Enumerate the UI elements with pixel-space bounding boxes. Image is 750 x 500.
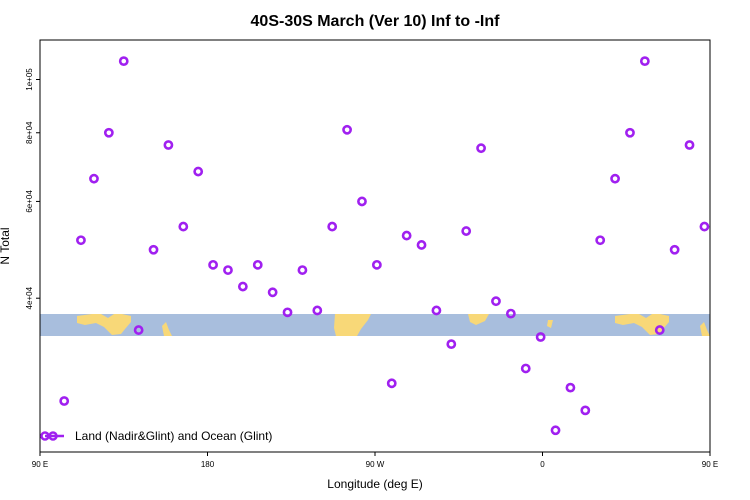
land-south-america (334, 314, 371, 336)
chart-title: 40S-30S March (Ver 10) Inf to -Inf (251, 13, 501, 30)
data-point (118, 56, 129, 67)
x-tick-label: 90 E (32, 460, 48, 469)
data-point (163, 140, 174, 150)
y-tick-label: 6e+04 (25, 190, 34, 213)
data-point (401, 230, 412, 241)
data-point (193, 166, 204, 177)
x-tick-label: 180 (201, 460, 215, 469)
data-point (59, 396, 70, 406)
data-point (357, 196, 367, 207)
data-point (371, 259, 382, 270)
data-point (550, 425, 561, 436)
data-point (208, 259, 218, 270)
data-point (252, 259, 263, 270)
data-point (282, 307, 293, 318)
data-point (699, 221, 710, 232)
y-axis-label: N Total (0, 227, 12, 264)
data-point (476, 143, 486, 154)
data-point (520, 363, 531, 374)
data-point (76, 235, 86, 246)
land-new-zealand-repeat (700, 322, 710, 336)
data-point (223, 265, 233, 275)
legend-marker-right (48, 431, 58, 441)
ocean-band (40, 314, 710, 336)
data-point (297, 265, 308, 275)
data-point (639, 56, 650, 67)
data-point (237, 281, 248, 292)
data-point (312, 305, 323, 316)
x-tick-label: 90 E (702, 460, 718, 469)
land-africa (468, 314, 489, 325)
data-point (505, 308, 516, 319)
data-point (133, 325, 144, 335)
land-australia (77, 314, 131, 335)
legend: Land (Nadir&Glint) and Ocean (Glint) (40, 429, 272, 443)
x-tick-label: 0 (540, 460, 545, 469)
data-point (461, 226, 472, 236)
data-point (610, 173, 620, 184)
data-point (580, 405, 591, 416)
plot-frame (39, 39, 711, 453)
data-point (416, 240, 427, 250)
land-madagascar (547, 320, 553, 328)
x-axis-label: Longitude (deg E) (327, 477, 422, 491)
data-point (625, 127, 635, 138)
data-point (327, 221, 338, 232)
x-axis: 90 E 180 90 W 0 90 E (32, 452, 718, 469)
y-tick-label: 4e+04 (25, 286, 34, 309)
legend-label: Land (Nadir&Glint) and Ocean (Glint) (75, 429, 272, 443)
data-point (565, 382, 576, 393)
data-point (386, 378, 397, 389)
data-point (148, 244, 159, 255)
data-point (267, 287, 278, 298)
data-point (684, 140, 695, 150)
series-points (59, 56, 710, 436)
data-point (446, 339, 457, 350)
data-point (342, 124, 352, 135)
y-tick-label: 8e+04 (25, 121, 34, 144)
data-point (595, 235, 606, 246)
x-tick-label: 90 W (366, 460, 385, 469)
land-new-zealand (162, 322, 172, 336)
data-point (535, 332, 546, 342)
data-point (431, 305, 442, 316)
data-point (103, 127, 114, 138)
data-point (669, 244, 680, 255)
data-point (178, 221, 189, 232)
data-point (654, 325, 665, 335)
map-strip (40, 314, 710, 336)
y-axis: 4e+04 6e+04 8e+04 1e+05 (25, 68, 40, 309)
y-tick-label: 1e+05 (25, 68, 34, 91)
data-point (89, 173, 99, 184)
data-point (491, 296, 501, 307)
